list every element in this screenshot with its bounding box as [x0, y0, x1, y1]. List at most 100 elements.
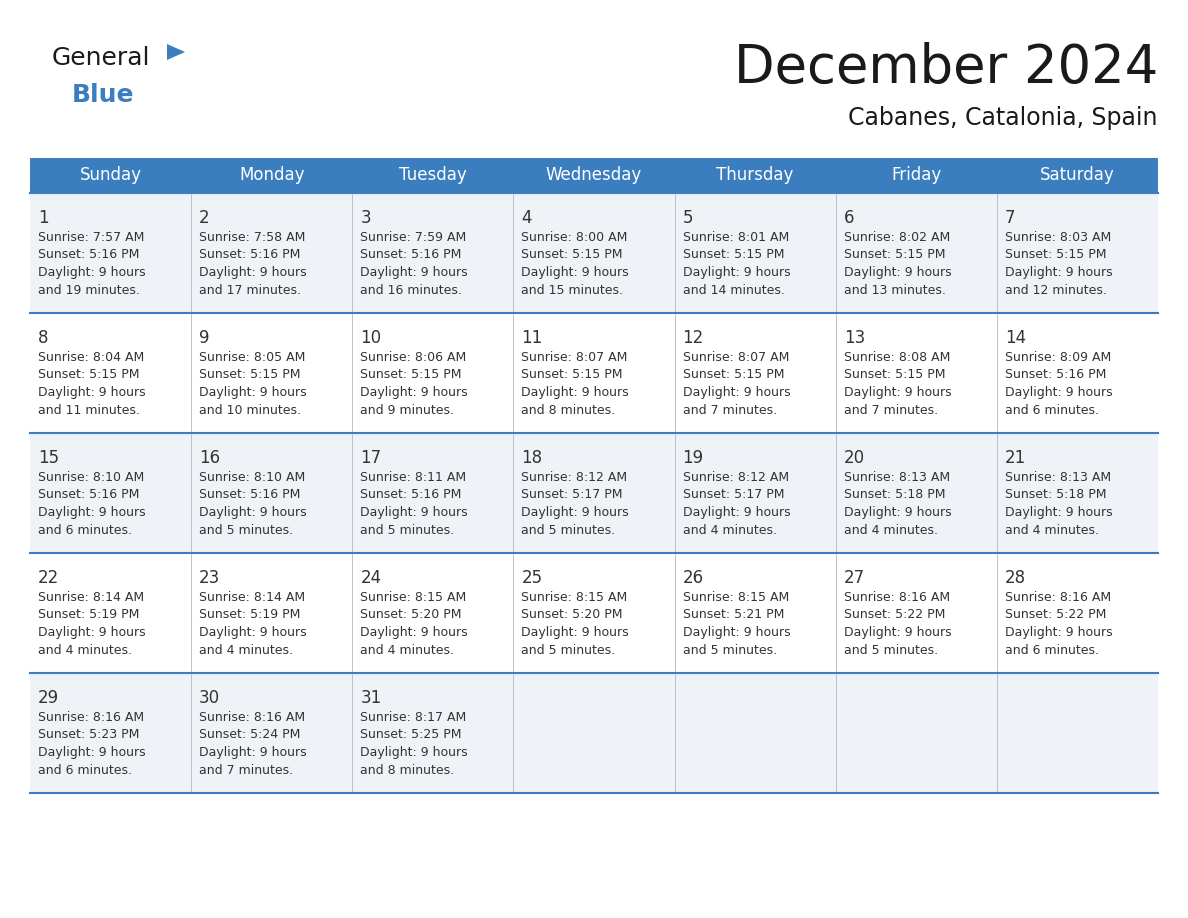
Text: and 8 minutes.: and 8 minutes.: [522, 404, 615, 417]
Bar: [513, 193, 675, 313]
Bar: [353, 313, 513, 433]
Text: Sunset: 5:16 PM: Sunset: 5:16 PM: [38, 488, 139, 501]
Text: and 5 minutes.: and 5 minutes.: [200, 523, 293, 536]
Text: 25: 25: [522, 569, 543, 587]
Bar: [835, 313, 997, 433]
Text: and 19 minutes.: and 19 minutes.: [38, 284, 140, 297]
Bar: [513, 553, 675, 673]
Text: Sunrise: 8:13 AM: Sunrise: 8:13 AM: [843, 471, 950, 484]
Text: Daylight: 9 hours: Daylight: 9 hours: [38, 746, 146, 759]
Text: Sunrise: 8:04 AM: Sunrise: 8:04 AM: [38, 351, 144, 364]
Text: 6: 6: [843, 209, 854, 227]
Text: Sunday: Sunday: [80, 166, 141, 185]
Text: Sunset: 5:15 PM: Sunset: 5:15 PM: [683, 368, 784, 382]
Bar: [353, 433, 513, 553]
Bar: [191, 433, 353, 553]
Text: 1: 1: [38, 209, 49, 227]
Bar: [353, 673, 513, 793]
Text: Sunrise: 8:16 AM: Sunrise: 8:16 AM: [843, 591, 950, 604]
Text: Sunrise: 8:15 AM: Sunrise: 8:15 AM: [522, 591, 627, 604]
Text: Sunrise: 8:16 AM: Sunrise: 8:16 AM: [38, 711, 144, 724]
Text: and 13 minutes.: and 13 minutes.: [843, 284, 946, 297]
Bar: [835, 433, 997, 553]
Text: Sunset: 5:17 PM: Sunset: 5:17 PM: [683, 488, 784, 501]
Text: 31: 31: [360, 689, 381, 707]
Text: 20: 20: [843, 449, 865, 467]
Text: Daylight: 9 hours: Daylight: 9 hours: [683, 626, 790, 639]
Text: 23: 23: [200, 569, 221, 587]
Text: Sunset: 5:15 PM: Sunset: 5:15 PM: [360, 368, 462, 382]
Text: 5: 5: [683, 209, 693, 227]
Text: Daylight: 9 hours: Daylight: 9 hours: [360, 386, 468, 399]
Bar: [997, 313, 1158, 433]
Text: 26: 26: [683, 569, 703, 587]
Text: Daylight: 9 hours: Daylight: 9 hours: [522, 506, 630, 519]
Bar: [191, 313, 353, 433]
Text: and 12 minutes.: and 12 minutes.: [1005, 284, 1107, 297]
Text: and 10 minutes.: and 10 minutes.: [200, 404, 301, 417]
Text: Sunset: 5:22 PM: Sunset: 5:22 PM: [1005, 609, 1106, 621]
Text: Sunset: 5:15 PM: Sunset: 5:15 PM: [522, 249, 623, 262]
Text: Daylight: 9 hours: Daylight: 9 hours: [38, 266, 146, 279]
Bar: [353, 158, 513, 193]
Text: Sunset: 5:20 PM: Sunset: 5:20 PM: [360, 609, 462, 621]
Bar: [997, 553, 1158, 673]
Text: Sunrise: 8:14 AM: Sunrise: 8:14 AM: [38, 591, 144, 604]
Text: 15: 15: [38, 449, 59, 467]
Text: Sunset: 5:16 PM: Sunset: 5:16 PM: [360, 249, 462, 262]
Text: Sunrise: 8:05 AM: Sunrise: 8:05 AM: [200, 351, 305, 364]
Text: Daylight: 9 hours: Daylight: 9 hours: [360, 626, 468, 639]
Text: Sunset: 5:18 PM: Sunset: 5:18 PM: [843, 488, 946, 501]
Text: and 6 minutes.: and 6 minutes.: [1005, 404, 1099, 417]
Text: Monday: Monday: [239, 166, 304, 185]
Bar: [835, 158, 997, 193]
Text: Sunset: 5:16 PM: Sunset: 5:16 PM: [360, 488, 462, 501]
Text: Daylight: 9 hours: Daylight: 9 hours: [683, 506, 790, 519]
Bar: [353, 193, 513, 313]
Text: 11: 11: [522, 329, 543, 347]
Bar: [191, 193, 353, 313]
Text: Daylight: 9 hours: Daylight: 9 hours: [38, 626, 146, 639]
Text: 4: 4: [522, 209, 532, 227]
Text: 30: 30: [200, 689, 220, 707]
Text: Daylight: 9 hours: Daylight: 9 hours: [200, 506, 307, 519]
Text: and 7 minutes.: and 7 minutes.: [200, 764, 293, 777]
Bar: [513, 158, 675, 193]
Text: Sunset: 5:15 PM: Sunset: 5:15 PM: [522, 368, 623, 382]
Text: and 8 minutes.: and 8 minutes.: [360, 764, 455, 777]
Text: Sunset: 5:22 PM: Sunset: 5:22 PM: [843, 609, 946, 621]
Text: Daylight: 9 hours: Daylight: 9 hours: [1005, 506, 1112, 519]
Bar: [30, 158, 191, 193]
Bar: [30, 433, 191, 553]
Text: Sunset: 5:20 PM: Sunset: 5:20 PM: [522, 609, 623, 621]
Text: Daylight: 9 hours: Daylight: 9 hours: [843, 506, 952, 519]
Text: Sunset: 5:19 PM: Sunset: 5:19 PM: [200, 609, 301, 621]
Text: Daylight: 9 hours: Daylight: 9 hours: [683, 386, 790, 399]
Text: and 5 minutes.: and 5 minutes.: [843, 644, 937, 656]
Text: Sunrise: 8:16 AM: Sunrise: 8:16 AM: [1005, 591, 1111, 604]
Text: and 6 minutes.: and 6 minutes.: [1005, 644, 1099, 656]
Bar: [675, 553, 835, 673]
Text: Sunset: 5:18 PM: Sunset: 5:18 PM: [1005, 488, 1106, 501]
Text: Sunset: 5:16 PM: Sunset: 5:16 PM: [1005, 368, 1106, 382]
Bar: [191, 553, 353, 673]
Text: Sunrise: 8:07 AM: Sunrise: 8:07 AM: [522, 351, 627, 364]
Bar: [353, 553, 513, 673]
Text: Wednesday: Wednesday: [545, 166, 643, 185]
Text: Sunrise: 7:57 AM: Sunrise: 7:57 AM: [38, 231, 145, 244]
Bar: [30, 193, 191, 313]
Text: Sunset: 5:15 PM: Sunset: 5:15 PM: [1005, 249, 1106, 262]
Text: Sunrise: 8:01 AM: Sunrise: 8:01 AM: [683, 231, 789, 244]
Text: 2: 2: [200, 209, 210, 227]
Text: and 4 minutes.: and 4 minutes.: [683, 523, 777, 536]
Text: 13: 13: [843, 329, 865, 347]
Text: Daylight: 9 hours: Daylight: 9 hours: [1005, 266, 1112, 279]
Bar: [675, 673, 835, 793]
Text: 19: 19: [683, 449, 703, 467]
Text: and 15 minutes.: and 15 minutes.: [522, 284, 624, 297]
Text: Sunrise: 8:06 AM: Sunrise: 8:06 AM: [360, 351, 467, 364]
Text: Sunset: 5:15 PM: Sunset: 5:15 PM: [683, 249, 784, 262]
Bar: [997, 193, 1158, 313]
Text: Sunrise: 8:12 AM: Sunrise: 8:12 AM: [683, 471, 789, 484]
Text: Sunrise: 8:10 AM: Sunrise: 8:10 AM: [38, 471, 144, 484]
